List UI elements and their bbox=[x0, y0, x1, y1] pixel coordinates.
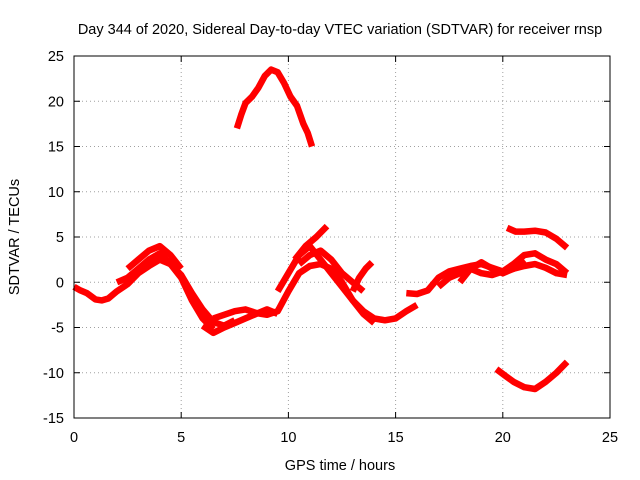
y-tick-label: 10 bbox=[48, 185, 64, 201]
axis-ticks: 0 5 10 15 20 25 -15 -10 -5 0 5 10 15 20 25 bbox=[43, 49, 618, 446]
x-tick-label: 10 bbox=[280, 430, 296, 446]
series-track-f bbox=[274, 242, 377, 326]
series-track-j bbox=[233, 66, 316, 148]
y-tick-label: 5 bbox=[56, 230, 64, 246]
series-track-n bbox=[505, 224, 570, 251]
series-track-m bbox=[457, 257, 527, 285]
y-tick-label: 15 bbox=[48, 140, 64, 156]
y-tick-label: 0 bbox=[56, 275, 64, 291]
series-track-o bbox=[494, 359, 570, 393]
y-tick-label: -5 bbox=[51, 321, 64, 337]
x-tick-label: 15 bbox=[388, 430, 404, 446]
series-track-b bbox=[115, 250, 216, 332]
y-axis-label: SDTVAR / TECUs bbox=[7, 179, 23, 295]
grid-lines bbox=[74, 56, 610, 418]
series-track-a bbox=[72, 256, 237, 329]
data-series bbox=[72, 66, 570, 393]
series-track-i bbox=[349, 260, 375, 293]
y-tick-label: -10 bbox=[43, 366, 64, 382]
x-tick-label: 0 bbox=[70, 430, 78, 446]
y-tick-label: -15 bbox=[43, 411, 64, 427]
series-track-e bbox=[200, 306, 279, 337]
y-tick-label: 20 bbox=[48, 94, 64, 110]
x-axis-label: GPS time / hours bbox=[285, 458, 395, 474]
x-tick-label: 5 bbox=[177, 430, 185, 446]
series-track-c bbox=[125, 242, 184, 272]
series-track-d bbox=[212, 260, 419, 324]
series-track-h bbox=[292, 223, 330, 262]
x-tick-label: 20 bbox=[495, 430, 511, 446]
x-tick-label: 25 bbox=[602, 430, 618, 446]
series-track-g bbox=[297, 247, 366, 294]
y-tick-label: 25 bbox=[48, 49, 64, 65]
chart-title: Day 344 of 2020, Sidereal Day-to-day VTE… bbox=[78, 22, 602, 38]
